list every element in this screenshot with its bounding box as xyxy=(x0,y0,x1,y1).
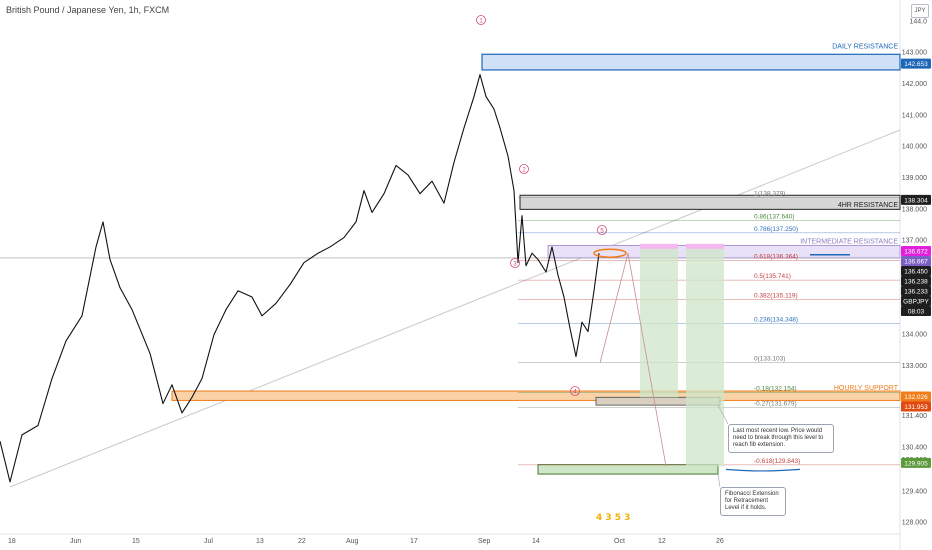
price-tag-label: 142.653 xyxy=(904,61,928,68)
wave-marker xyxy=(510,258,520,268)
price-tag-label: 132.026 xyxy=(904,394,928,401)
fib-level-label: -0.618(129.843) xyxy=(754,458,800,465)
wave-label: 3 xyxy=(513,262,517,268)
y-tick-label: 133.000 xyxy=(902,363,927,370)
fib-level-label: -0.27(131.679) xyxy=(754,400,797,407)
hourly-support-zone xyxy=(171,390,901,401)
projection-path xyxy=(599,253,667,467)
low-note: Last most recent low. Price would need t… xyxy=(728,424,834,453)
daily-resistance-zone xyxy=(481,53,901,71)
price-tag-label: 129.905 xyxy=(904,460,928,467)
x-tick-label: 22 xyxy=(298,538,306,545)
price-tag xyxy=(901,58,931,69)
price-tag xyxy=(901,275,931,286)
x-tick-label: 18 xyxy=(8,538,16,545)
y-tick-label: 139.000 xyxy=(902,175,927,182)
price-tag-label: 131.953 xyxy=(904,404,928,411)
chart-title: British Pound / Japanese Yen, 1h, FXCM xyxy=(6,5,170,15)
y-tick-label: 140.000 xyxy=(902,144,927,151)
price-tag xyxy=(901,265,931,276)
wave-label: 1 xyxy=(479,19,483,25)
y-tick-label: 130.400 xyxy=(902,444,927,451)
y-tick-label: 143.000 xyxy=(902,50,927,57)
price-tag xyxy=(901,305,931,316)
y-tick-label: 142.000 xyxy=(902,81,927,88)
trendline xyxy=(9,129,901,488)
price-tag-label: 136.667 xyxy=(904,258,928,265)
fib-note-connector xyxy=(717,474,721,488)
wave-marker xyxy=(519,164,529,174)
fib-level-label: 0.382(135.119) xyxy=(754,293,798,300)
price-tag xyxy=(901,245,931,256)
x-tick-label: 26 xyxy=(716,538,724,545)
price-line xyxy=(0,74,600,483)
y-tick-label: 138.000 xyxy=(902,206,927,213)
wave-label: 2 xyxy=(522,168,526,174)
price-tag xyxy=(901,391,931,402)
price-tag xyxy=(901,194,931,205)
daily-resistance-label: DAILY RESISTANCE xyxy=(832,44,898,51)
x-tick-label: 12 xyxy=(658,538,666,545)
price-tag xyxy=(901,295,931,306)
fib-note: Fibonacci Extension for Retracement Leve… xyxy=(720,487,786,516)
projection-box-1 xyxy=(640,245,678,398)
fib-level-label: 0(133.103) xyxy=(754,356,785,363)
price-tag-label: 136.450 xyxy=(904,268,928,275)
price-tag xyxy=(901,285,931,296)
projection-box-2 xyxy=(686,245,724,467)
fib-level-label: -0.18(132.154) xyxy=(754,385,797,392)
price-tag xyxy=(901,457,931,468)
wave-label: 5 xyxy=(600,229,604,235)
y-tick-label: 137.000 xyxy=(902,238,927,245)
projection-target-1 xyxy=(640,243,678,249)
extension-underline xyxy=(725,468,801,472)
low-note-connector xyxy=(717,404,729,425)
hourly-support-label: HOURLY SUPPORT xyxy=(834,385,899,392)
wave-label: 4 xyxy=(573,390,577,396)
x-tick-label: Jul xyxy=(204,538,213,545)
price-tag-label: GBPJPY xyxy=(903,298,929,305)
wave-marker xyxy=(597,225,607,235)
y-tick-label: 144.0 xyxy=(909,18,927,25)
wave-marker xyxy=(570,386,580,396)
4hr-resistance-zone xyxy=(519,194,901,210)
price-tag xyxy=(901,255,931,266)
y-tick-label: 128.000 xyxy=(902,520,927,527)
x-tick-label: 13 xyxy=(256,538,264,545)
fib-level-label: 0.236(134.348) xyxy=(754,317,798,324)
y-tick-label: 141.000 xyxy=(902,112,927,119)
fib-level-label: 0.5(135.741) xyxy=(754,273,791,280)
projection-target-2 xyxy=(686,243,724,249)
x-tick-label: Oct xyxy=(614,538,625,545)
fib-level-label: 0.86(137.640) xyxy=(754,214,794,221)
price-tag-label: 138.304 xyxy=(904,197,928,204)
x-tick-label: 17 xyxy=(410,538,418,545)
highlight-ellipse xyxy=(593,248,627,258)
4hr-resistance-label: 4HR RESISTANCE xyxy=(838,202,898,209)
x-tick-label: Aug xyxy=(346,538,359,545)
brand-logo: 4 3 5 3 xyxy=(596,513,631,523)
x-tick-label: 15 xyxy=(132,538,140,545)
x-tick-label: 14 xyxy=(532,538,540,545)
currency-badge[interactable]: JPY xyxy=(911,4,929,18)
y-tick-label: 131.400 xyxy=(902,413,927,420)
price-tag xyxy=(901,401,931,412)
price-tag-label: 08:03 xyxy=(908,308,925,315)
price-tag-label: 136.672 xyxy=(904,248,928,255)
fib-level-label: 0.618(136.364) xyxy=(754,254,798,261)
x-tick-label: Jun xyxy=(70,538,81,545)
fib-level-label: 1(138.379) xyxy=(754,190,785,197)
x-tick-label: Sep xyxy=(478,538,491,545)
fib-level-label: 0.786(137.250) xyxy=(754,226,798,233)
intermediate-resistance-label: INTERMEDIATE RESISTANCE xyxy=(800,238,898,245)
price-tag-label: 136.238 xyxy=(904,278,928,285)
wave-marker xyxy=(476,15,486,25)
y-tick-label: 134.000 xyxy=(902,332,927,339)
y-tick-label: 129.400 xyxy=(902,488,927,495)
price-tag-label: 136.233 xyxy=(904,288,928,295)
